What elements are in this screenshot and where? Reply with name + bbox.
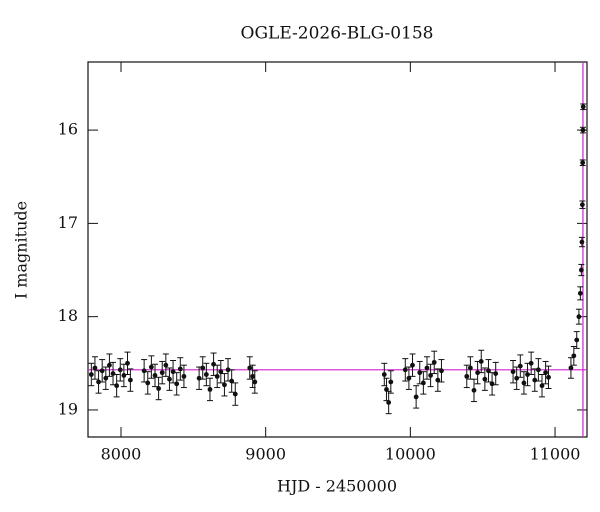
- y-tick-label: 17: [58, 213, 78, 232]
- data-point: [222, 382, 227, 388]
- data-point: [159, 370, 165, 376]
- data-point: [145, 380, 151, 386]
- data-point: [579, 239, 585, 245]
- data-point: [252, 379, 258, 385]
- data-point: [229, 378, 235, 384]
- x-tick-label: 11000: [530, 445, 581, 464]
- data-point: [410, 362, 415, 368]
- data-point: [489, 381, 495, 387]
- data-point: [543, 370, 549, 376]
- data-point: [103, 375, 109, 381]
- data-point: [211, 361, 216, 367]
- data-point: [467, 365, 473, 371]
- data-point: [232, 391, 238, 397]
- data-point: [428, 373, 434, 378]
- data-point: [141, 368, 147, 374]
- data-point: [99, 368, 105, 374]
- data-point: [576, 314, 582, 320]
- data-point: [514, 375, 520, 381]
- x-tick-label: 9000: [245, 445, 286, 464]
- data-point: [464, 373, 470, 379]
- y-axis-label: I magnitude: [12, 201, 31, 299]
- data-point: [478, 359, 484, 364]
- data-point: [247, 365, 253, 371]
- x-tick-label: 8000: [101, 445, 142, 464]
- data-point: [435, 377, 441, 383]
- data-point: [225, 367, 231, 373]
- data-point: [200, 365, 206, 371]
- data-point: [510, 369, 516, 375]
- data-point: [92, 365, 98, 371]
- data-point: [521, 380, 527, 386]
- y-tick-label: 18: [58, 306, 78, 325]
- data-point: [381, 372, 387, 377]
- data-point: [580, 160, 586, 166]
- data-point: [535, 367, 541, 373]
- data-point: [117, 367, 123, 373]
- data-point: [96, 379, 101, 385]
- data-point: [110, 371, 116, 376]
- data-point: [125, 360, 130, 366]
- data-point: [156, 386, 162, 391]
- data-point: [386, 400, 392, 405]
- data-point: [528, 360, 534, 366]
- y-tick-label: 16: [58, 120, 78, 139]
- data-point: [580, 104, 586, 110]
- data-point: [546, 374, 551, 380]
- data-point: [406, 375, 412, 381]
- data-point: [424, 365, 430, 371]
- data-point: [152, 373, 158, 378]
- data-point: [127, 377, 133, 383]
- data-point: [580, 127, 586, 133]
- data-point: [471, 387, 477, 393]
- data-point: [88, 372, 94, 377]
- data-point: [577, 290, 583, 296]
- data-point: [417, 370, 423, 376]
- data-point: [413, 394, 419, 400]
- data-point: [218, 369, 224, 375]
- data-point: [574, 337, 580, 343]
- data-point: [207, 387, 213, 392]
- data-point: [203, 372, 209, 377]
- data-point: [170, 369, 176, 375]
- data-point: [578, 267, 584, 273]
- x-tick-label: 10000: [385, 445, 436, 464]
- data-point: [532, 377, 538, 383]
- data-point: [420, 380, 426, 386]
- data-point: [482, 376, 488, 382]
- data-point: [388, 379, 394, 385]
- data-point: [163, 362, 169, 368]
- x-axis-label: HJD - 2450000: [277, 477, 397, 496]
- data-point: [114, 383, 120, 389]
- data-point: [439, 368, 444, 374]
- data-point: [121, 373, 127, 378]
- data-point: [571, 353, 577, 359]
- data-point: [486, 368, 491, 374]
- data-point: [579, 202, 585, 208]
- data-point: [181, 373, 187, 379]
- data-point: [384, 387, 389, 392]
- data-point: [539, 383, 545, 389]
- data-point: [214, 373, 220, 379]
- data-point: [431, 359, 437, 365]
- data-point: [475, 370, 481, 376]
- data-point: [148, 364, 154, 370]
- data-point: [177, 366, 183, 372]
- data-point: [107, 362, 112, 368]
- data-point: [174, 381, 180, 387]
- data-point: [517, 363, 523, 369]
- data-point: [196, 375, 202, 381]
- data-point: [568, 365, 574, 371]
- data-point: [402, 367, 408, 373]
- plot-frame: [87, 61, 588, 438]
- data-point: [525, 372, 530, 377]
- y-tick-label: 19: [58, 399, 78, 418]
- chart-title: OGLE-2026-BLG-0158: [241, 24, 434, 44]
- data-point: [250, 373, 256, 379]
- data-point: [167, 376, 172, 382]
- data-point: [493, 371, 499, 376]
